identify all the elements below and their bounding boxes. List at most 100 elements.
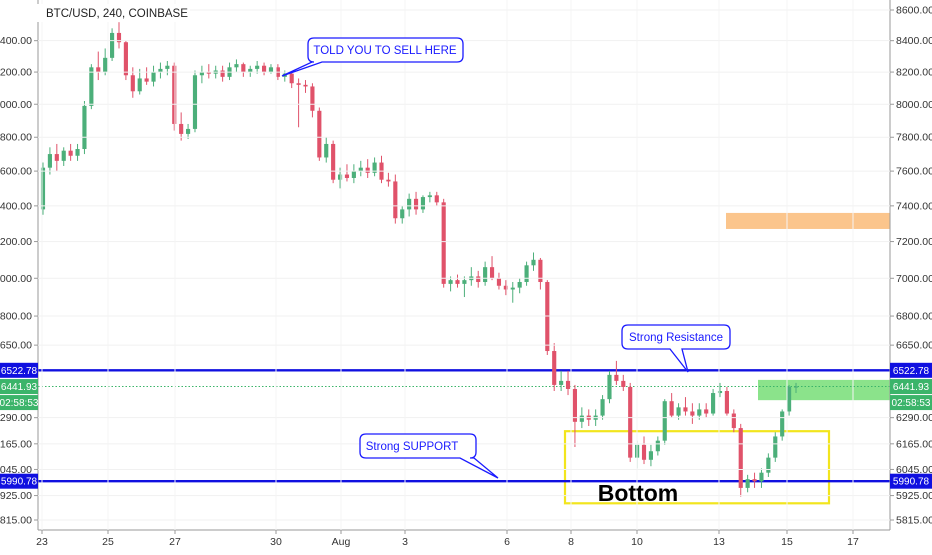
candle[interactable] — [144, 67, 149, 85]
candle[interactable] — [731, 409, 736, 433]
candle[interactable] — [648, 444, 653, 467]
candle[interactable] — [103, 48, 108, 76]
candle[interactable] — [441, 198, 446, 288]
candle[interactable] — [780, 409, 785, 441]
candle[interactable] — [496, 272, 502, 290]
candle[interactable] — [400, 205, 405, 224]
candle[interactable] — [434, 191, 439, 206]
candle[interactable] — [248, 65, 253, 77]
candle[interactable] — [331, 140, 336, 184]
candle[interactable] — [704, 403, 709, 418]
candle[interactable] — [61, 147, 66, 166]
candle[interactable] — [793, 382, 799, 394]
candle[interactable] — [614, 360, 619, 385]
candle[interactable] — [773, 432, 778, 462]
candle[interactable] — [116, 22, 122, 49]
candle[interactable] — [393, 174, 398, 224]
candle[interactable] — [607, 370, 612, 404]
candle[interactable] — [538, 257, 543, 290]
candle[interactable] — [137, 68, 142, 95]
candle[interactable] — [47, 147, 52, 175]
candle[interactable] — [448, 276, 453, 292]
candle[interactable] — [413, 191, 419, 215]
candle[interactable] — [662, 399, 667, 445]
candle[interactable] — [483, 261, 488, 286]
candle[interactable] — [676, 403, 681, 420]
candle[interactable] — [759, 468, 764, 488]
candle[interactable] — [565, 370, 571, 396]
candle[interactable] — [738, 423, 743, 497]
candle[interactable] — [455, 274, 460, 288]
candle[interactable] — [82, 100, 87, 155]
candle[interactable] — [165, 60, 170, 76]
candle[interactable] — [427, 191, 432, 203]
candle[interactable] — [296, 78, 301, 128]
candle[interactable] — [255, 60, 260, 74]
candle[interactable] — [123, 40, 128, 81]
candle[interactable] — [628, 382, 633, 462]
candle[interactable] — [89, 64, 94, 110]
candle[interactable] — [717, 382, 723, 398]
candle[interactable] — [344, 164, 350, 182]
candle[interactable] — [524, 261, 529, 286]
callouts-layer[interactable]: TOLD YOU TO SELL HERE Strong Resistance … — [281, 37, 731, 479]
candle[interactable] — [752, 472, 757, 488]
candle[interactable] — [68, 143, 73, 161]
callout-resistance[interactable]: Strong Resistance — [621, 324, 731, 373]
candle[interactable] — [261, 62, 267, 76]
candle[interactable] — [289, 72, 294, 89]
callout-sell-here[interactable]: TOLD YOU TO SELL HERE — [281, 37, 464, 77]
candle[interactable] — [552, 343, 557, 392]
candle[interactable] — [358, 160, 363, 177]
candle[interactable] — [206, 64, 211, 79]
callout-support[interactable]: Strong SUPPORT — [359, 433, 499, 479]
candle[interactable] — [54, 143, 59, 172]
candle[interactable] — [317, 107, 322, 161]
candle[interactable] — [669, 393, 674, 418]
candle[interactable] — [476, 270, 481, 288]
candle[interactable] — [787, 384, 792, 416]
candle[interactable] — [641, 436, 647, 465]
candle[interactable] — [151, 65, 156, 87]
candle[interactable] — [510, 282, 515, 303]
candle[interactable] — [110, 28, 115, 61]
candle[interactable] — [655, 436, 660, 456]
candle[interactable] — [600, 395, 605, 420]
candle[interactable] — [179, 112, 184, 141]
candle[interactable] — [351, 164, 356, 184]
candle[interactable] — [503, 280, 508, 296]
candle[interactable] — [186, 123, 191, 139]
candle[interactable] — [96, 51, 101, 81]
candle[interactable] — [303, 80, 308, 93]
candle[interactable] — [462, 276, 467, 298]
candle[interactable] — [690, 403, 695, 424]
candle[interactable] — [572, 384, 578, 448]
candle[interactable] — [158, 62, 163, 79]
candle[interactable] — [365, 159, 370, 178]
candle[interactable] — [75, 143, 80, 161]
candle[interactable] — [683, 397, 688, 416]
candle[interactable] — [310, 83, 315, 118]
candle[interactable] — [372, 157, 377, 177]
candle[interactable] — [724, 386, 729, 416]
candle[interactable] — [545, 280, 550, 355]
candle[interactable] — [531, 252, 536, 271]
candle[interactable] — [517, 278, 522, 294]
candle[interactable] — [745, 474, 750, 493]
candle[interactable] — [766, 453, 771, 478]
candle[interactable] — [407, 193, 412, 217]
candle[interactable] — [220, 65, 225, 82]
candles-layer[interactable] — [40, 22, 799, 497]
candle[interactable] — [621, 374, 626, 392]
candle[interactable] — [420, 195, 426, 213]
candle[interactable] — [386, 172, 391, 187]
candle[interactable] — [241, 62, 246, 77]
candle[interactable] — [192, 70, 198, 133]
candle[interactable] — [199, 65, 204, 84]
candle[interactable] — [234, 59, 239, 73]
candle[interactable] — [324, 137, 329, 163]
candle[interactable] — [489, 256, 495, 281]
candle[interactable] — [711, 388, 716, 416]
candle[interactable] — [697, 403, 702, 420]
